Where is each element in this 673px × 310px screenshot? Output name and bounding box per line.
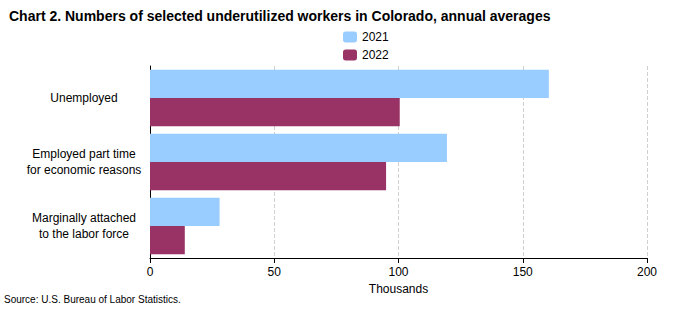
svg-text:150: 150 xyxy=(513,265,533,279)
svg-text:Unemployed: Unemployed xyxy=(50,91,117,105)
svg-text:Employed part time: Employed part time xyxy=(32,147,136,161)
svg-text:0: 0 xyxy=(147,265,154,279)
svg-text:2021: 2021 xyxy=(362,30,389,44)
svg-text:100: 100 xyxy=(388,265,408,279)
svg-text:to the labor force: to the labor force xyxy=(39,227,129,241)
svg-text:200: 200 xyxy=(637,265,657,279)
svg-text:for economic reasons: for economic reasons xyxy=(27,163,142,177)
svg-text:Chart 2. Numbers of selected u: Chart 2. Numbers of selected underutiliz… xyxy=(9,8,551,24)
svg-text:Source: U.S. Bureau of Labor S: Source: U.S. Bureau of Labor Statistics. xyxy=(4,294,181,305)
svg-text:2022: 2022 xyxy=(362,48,389,62)
svg-text:Marginally attached: Marginally attached xyxy=(32,211,136,225)
svg-text:50: 50 xyxy=(268,265,282,279)
svg-text:Thousands: Thousands xyxy=(369,282,428,296)
